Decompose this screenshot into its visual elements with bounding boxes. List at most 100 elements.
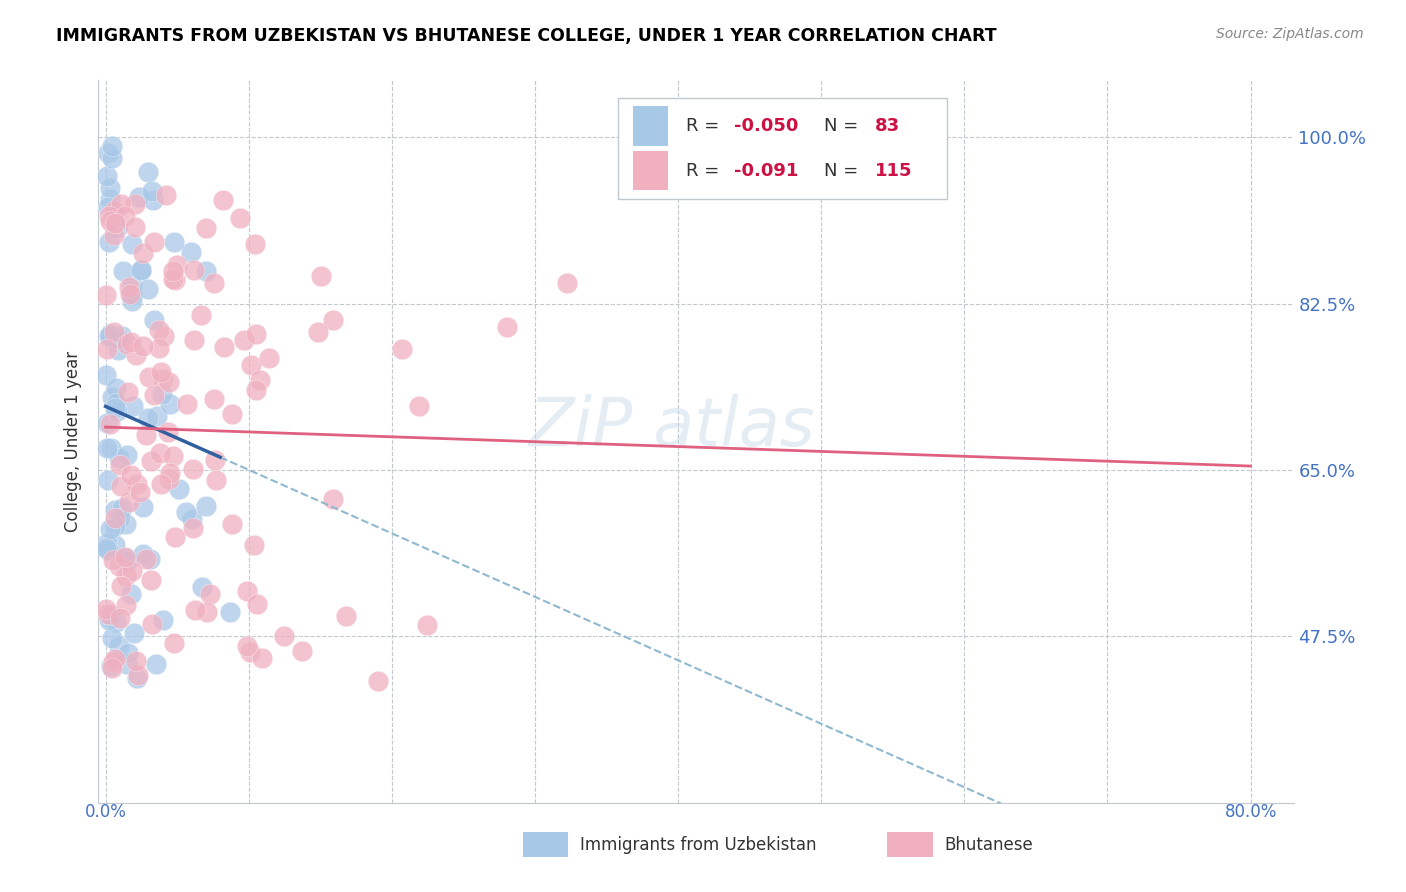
- Point: [291, 644, 314, 658]
- Text: N =: N =: [824, 117, 863, 135]
- Point: [110, 579, 132, 593]
- Bar: [523, 831, 568, 857]
- Point: [142, 193, 165, 207]
- Point: [104, 381, 127, 395]
- Text: ZiP atlas: ZiP atlas: [529, 394, 815, 460]
- Point: [176, 397, 198, 411]
- Point: [98, 213, 121, 227]
- Point: [97, 542, 120, 557]
- Point: [105, 404, 128, 418]
- Point: [117, 554, 139, 568]
- Point: [108, 558, 131, 573]
- Point: [108, 610, 131, 624]
- Point: [181, 462, 204, 476]
- Point: [555, 276, 578, 290]
- Point: [100, 441, 122, 455]
- Point: [127, 667, 149, 681]
- Point: [239, 645, 262, 659]
- Point: [152, 387, 174, 401]
- Point: [163, 636, 186, 650]
- Point: [157, 375, 180, 389]
- Point: [103, 227, 125, 242]
- Bar: [887, 831, 932, 857]
- Point: [148, 323, 170, 337]
- Point: [153, 329, 176, 343]
- Point: [98, 417, 121, 432]
- Point: [190, 308, 212, 322]
- Point: [96, 417, 118, 431]
- Point: [94, 601, 117, 615]
- Text: 80.0%: 80.0%: [1225, 803, 1277, 821]
- Point: [117, 495, 139, 509]
- Point: [236, 583, 259, 598]
- Point: [103, 325, 125, 339]
- Point: [122, 626, 145, 640]
- Point: [149, 446, 172, 460]
- Point: [159, 466, 181, 480]
- Point: [104, 511, 127, 525]
- Point: [94, 541, 117, 555]
- Point: [98, 329, 121, 343]
- Point: [132, 500, 155, 514]
- Point: [129, 263, 152, 277]
- Point: [121, 565, 143, 579]
- Point: [245, 326, 267, 341]
- Point: [159, 397, 181, 411]
- Point: [195, 605, 218, 619]
- Point: [204, 452, 226, 467]
- Point: [108, 458, 131, 472]
- Point: [104, 615, 127, 629]
- Point: [105, 220, 128, 235]
- Text: R =: R =: [686, 117, 725, 135]
- Point: [156, 425, 179, 439]
- Point: [96, 342, 118, 356]
- Point: [135, 552, 157, 566]
- Point: [114, 549, 136, 564]
- Point: [129, 263, 152, 277]
- Point: [125, 348, 148, 362]
- Point: [416, 618, 439, 632]
- Point: [200, 587, 222, 601]
- Point: [121, 288, 143, 302]
- Point: [143, 235, 166, 250]
- Point: [155, 187, 177, 202]
- Point: [335, 608, 357, 623]
- Point: [115, 569, 138, 583]
- Point: [117, 385, 139, 400]
- Point: [141, 616, 163, 631]
- Text: Source: ZipAtlas.com: Source: ZipAtlas.com: [1216, 27, 1364, 41]
- Point: [180, 512, 202, 526]
- Point: [229, 211, 252, 225]
- Point: [145, 409, 167, 424]
- Point: [150, 365, 173, 379]
- Point: [104, 518, 127, 533]
- Text: 115: 115: [876, 161, 912, 179]
- Point: [104, 652, 127, 666]
- Point: [115, 517, 138, 532]
- Text: IMMIGRANTS FROM UZBEKISTAN VS BHUTANESE COLLEGE, UNDER 1 YEAR CORRELATION CHART: IMMIGRANTS FROM UZBEKISTAN VS BHUTANESE …: [56, 27, 997, 45]
- Point: [97, 235, 120, 249]
- Point: [115, 598, 138, 612]
- Point: [163, 235, 186, 250]
- Point: [141, 185, 163, 199]
- Point: [100, 192, 122, 206]
- Point: [117, 280, 139, 294]
- Point: [103, 206, 125, 220]
- Point: [114, 550, 136, 565]
- Point: [139, 453, 162, 467]
- Point: [245, 383, 267, 397]
- Point: [250, 651, 273, 665]
- Point: [97, 607, 120, 621]
- Point: [101, 655, 124, 669]
- Point: [132, 547, 155, 561]
- Point: [143, 387, 166, 401]
- Point: [120, 587, 142, 601]
- Point: [167, 482, 190, 496]
- Point: [307, 325, 329, 339]
- Point: [100, 327, 122, 342]
- Point: [96, 536, 118, 550]
- Point: [139, 573, 162, 587]
- Point: [121, 279, 143, 293]
- Point: [149, 477, 172, 491]
- Point: [195, 220, 218, 235]
